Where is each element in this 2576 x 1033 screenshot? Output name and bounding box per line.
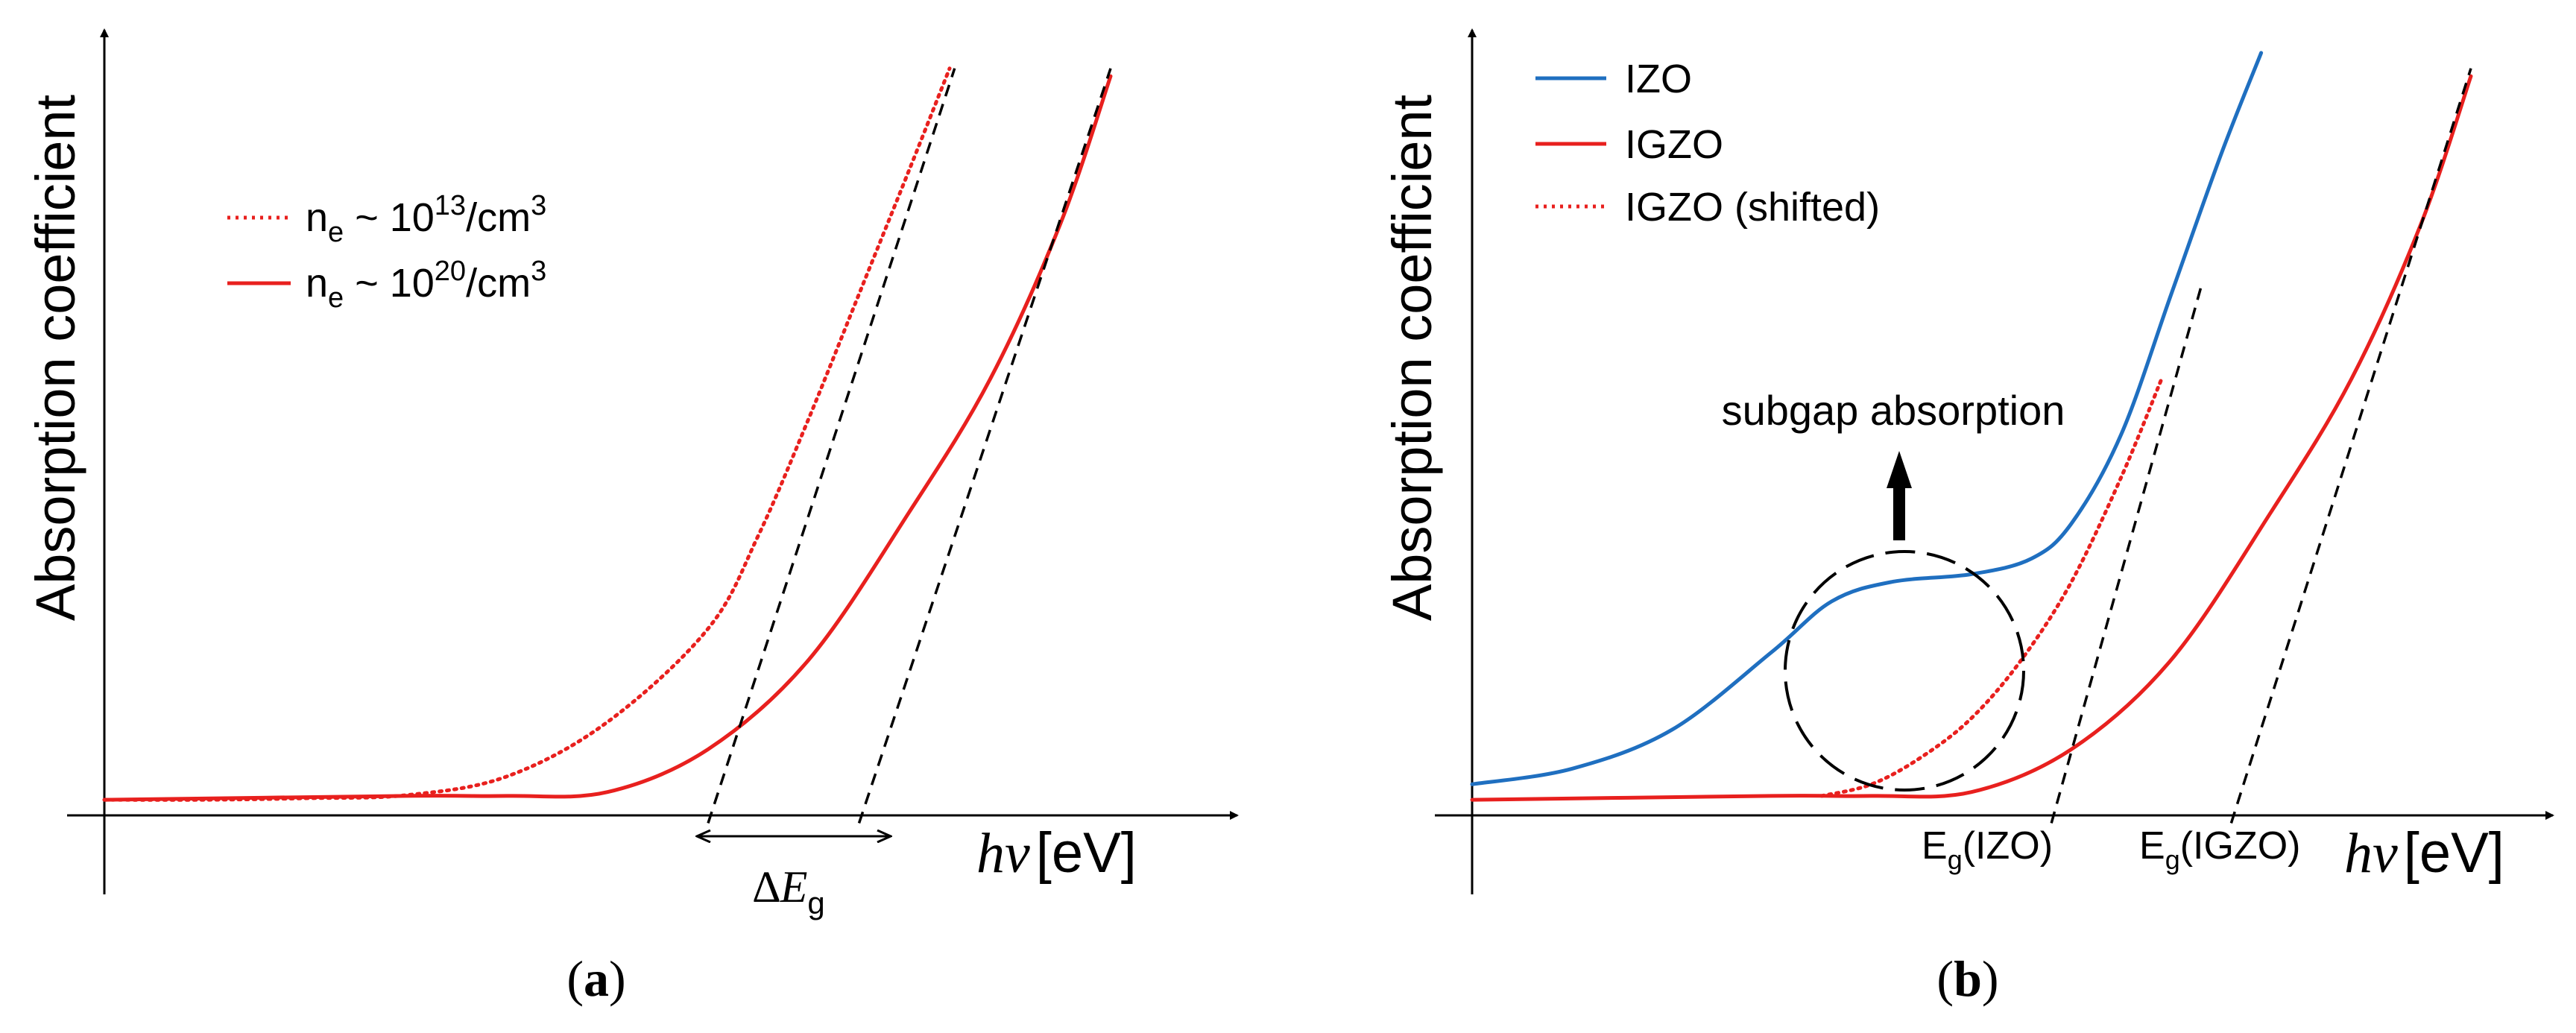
panel-a-delta-eg-label: ∆Eg	[753, 862, 825, 920]
panel-b-subgap-arrow-head	[1887, 451, 1912, 488]
panel-b-subgap-circle	[1784, 550, 2025, 792]
panel-a-x-axis-symbol: hν	[976, 822, 1030, 885]
panel-b-legend: IZO IGZO IGZO (shifted)	[1535, 57, 1880, 230]
panel-b-legend-label-izo: IZO	[1625, 57, 1692, 101]
panel-a-caption: (a)	[566, 950, 625, 1007]
panel-a-legend-label-ne13: ne ~ 1013/cm3	[306, 190, 546, 248]
panel-b-y-axis-label: Absorption coefficient	[1381, 94, 1443, 621]
panel-b-legend-label-igzo: IGZO	[1625, 122, 1723, 167]
panel-b-x-axis-label: hν [eV]	[2344, 821, 2504, 885]
panel-b-series-igzo-shifted	[1819, 377, 2164, 798]
panel-b-eg-igzo-label: Eg(IGZO)	[2139, 824, 2300, 875]
panel-a-series-ne13	[102, 66, 952, 802]
panel-a-legend-label-ne20: ne ~ 1020/cm3	[306, 256, 546, 314]
panel-b-x-axis-unit: [eV]	[2404, 821, 2504, 885]
panel-b-curves	[1470, 51, 2473, 824]
panel-b-subgap-arrow-shaft	[1893, 484, 1905, 540]
panel-b-eg-izo-label: Eg(IZO)	[1922, 824, 2053, 875]
panel-b-series-igzo	[1470, 74, 2473, 802]
panel-b-x-axis-symbol: hν	[2344, 822, 2398, 885]
panel-a-x-axis-unit: [eV]	[1036, 821, 1137, 885]
panel-b-tangent-igzo	[2229, 68, 2472, 824]
panel-b-caption: (b)	[1936, 950, 1998, 1007]
panel-b-legend-label-igzo-shifted: IGZO (shifted)	[1625, 185, 1880, 230]
panel-a-legend: ne ~ 1013/cm3 ne ~ 1020/cm3	[227, 190, 546, 314]
panel-b: Absorption coefficient hν [eV] IZO IGZO I…	[1381, 28, 2554, 1007]
panel-a-y-axis-label: Absorption coefficient	[25, 94, 86, 621]
panel-b-tangent-izo	[2050, 285, 2203, 824]
panel-b-subgap-label: subgap absorption	[1722, 387, 2065, 434]
panel-a-curves	[102, 66, 1113, 824]
panel-a-series-ne20	[102, 74, 1113, 802]
panel-a-tangent-left	[707, 68, 956, 824]
panel-a: Absorption coefficient hν [eV] ne ~ 1013/…	[25, 28, 1239, 1007]
panel-a-tangent-right	[857, 68, 1112, 824]
panel-a-x-axis-label: hν [eV]	[976, 821, 1137, 885]
